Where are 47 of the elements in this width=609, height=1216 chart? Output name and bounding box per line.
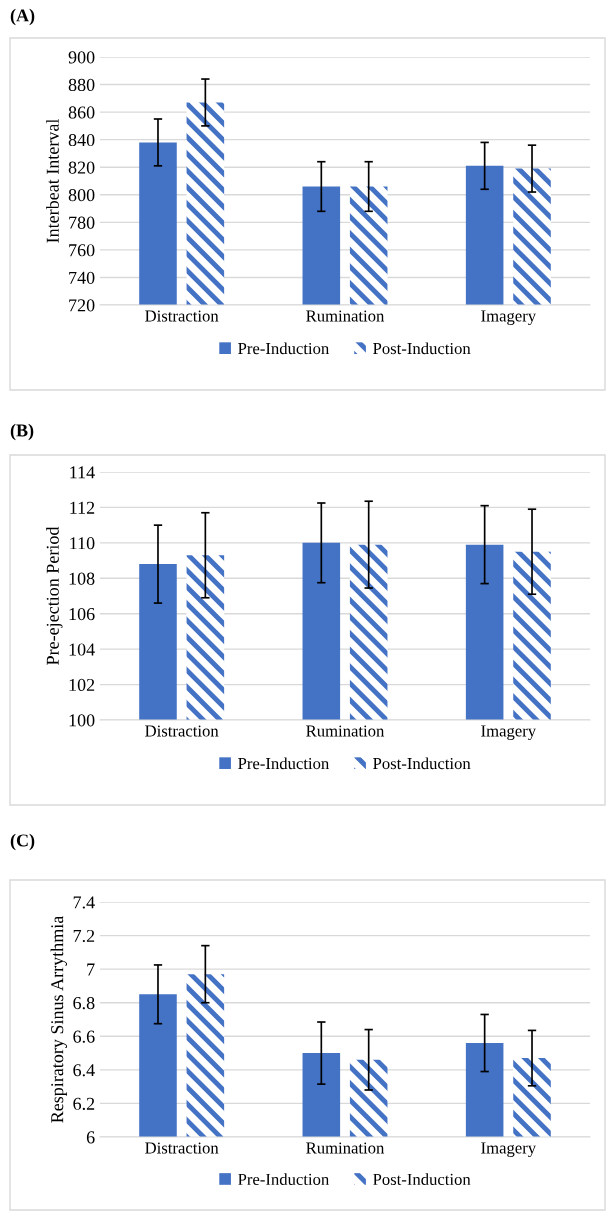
y-tick-label: 900 [68, 51, 95, 64]
y-tick-label: 6.6 [73, 1030, 95, 1043]
y-tick-label: 860 [68, 106, 95, 119]
y-tick-label: 740 [69, 271, 95, 284]
y-tick-label: 114 [70, 466, 95, 479]
y-tick-label: 104 [69, 643, 95, 656]
x-tick-label: Imagery [481, 310, 537, 325]
x-tick-label: Rumination [306, 310, 385, 322]
x-tick-label: Rumination [306, 725, 385, 737]
y-tick-label: 6.4 [73, 1064, 95, 1077]
legend-label: Post-Induction [373, 757, 471, 770]
y-tick-label: 6 [86, 1131, 95, 1144]
x-tick-label: Distraction [145, 1142, 219, 1154]
y-tick-label: 760 [69, 244, 95, 257]
y-tick-label: 106 [69, 607, 95, 621]
legend-label: Pre-Induction [238, 342, 329, 355]
x-tick-label: Rumination [306, 1142, 385, 1154]
x-tick-label: Imagery [481, 1142, 537, 1157]
legend-label: Post-Induction [373, 1173, 471, 1185]
y-tick-label: 6.2 [73, 1097, 95, 1110]
y-tick-label: 7.4 [73, 896, 95, 909]
y-tick-label: 108 [69, 572, 95, 585]
chart-title: (A) [10, 8, 35, 26]
y-tick-label: 6.8 [73, 996, 95, 1010]
x-tick-label: Imagery [481, 725, 537, 740]
y-tick-label: 800 [68, 189, 95, 202]
y-tick-label: 100 [69, 714, 95, 727]
y-tick-label: 720 [69, 299, 95, 312]
y-tick-label: 820 [68, 161, 95, 174]
y-tick-label: 880 [68, 78, 95, 91]
y-tick-label: 7 [87, 963, 95, 976]
legend-label: Pre-Induction [238, 1173, 329, 1185]
y-tick-label: 840 [68, 133, 95, 147]
y-axis-title: Interbeat Interval [46, 118, 59, 243]
chart-title: (C) [10, 833, 35, 851]
y-tick-label: 102 [69, 678, 95, 692]
x-tick-label: Distraction [145, 725, 219, 737]
y-axis-title: Pre-ejection Period [46, 526, 63, 665]
y-tick-label: 7.2 [73, 929, 95, 943]
legend-label: Post-Induction [373, 342, 471, 355]
y-tick-label: 110 [70, 537, 95, 550]
y-tick-label: 780 [69, 216, 95, 229]
chart-title: (B) [10, 423, 34, 441]
x-tick-label: Distraction [145, 310, 219, 322]
legend-label: Pre-Induction [238, 757, 329, 770]
y-axis-title: Respiratory Sinus Arrythmia [50, 915, 68, 1123]
y-tick-label: 112 [70, 501, 95, 514]
